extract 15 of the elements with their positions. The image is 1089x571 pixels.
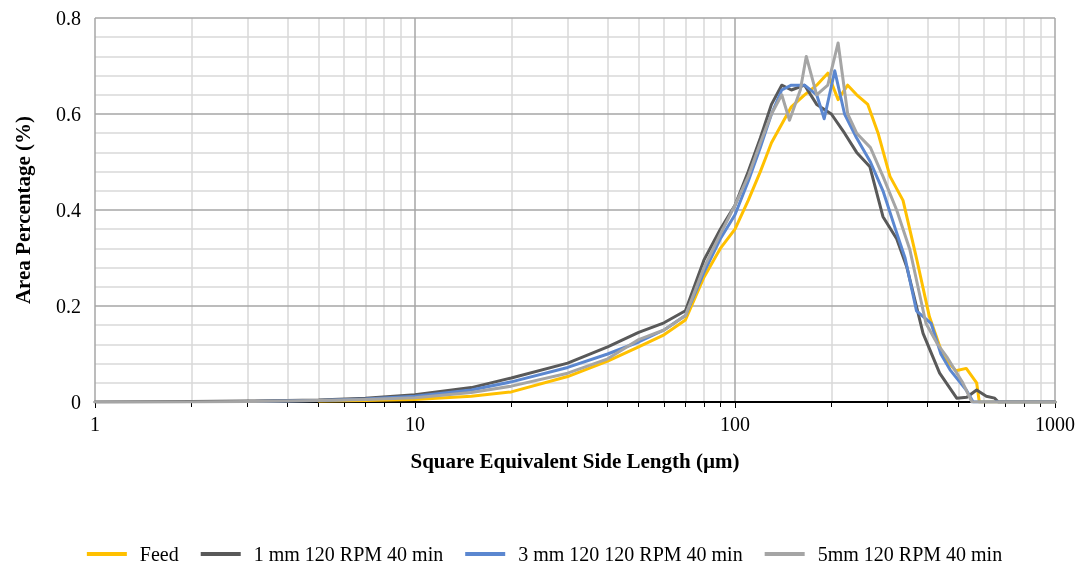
- x-tick-label: 100: [720, 413, 750, 435]
- legend-label: 5mm 120 RPM 40 min: [817, 543, 1003, 565]
- y-tick-label: 0.2: [56, 295, 81, 317]
- legend-label: 1 mm 120 RPM 40 min: [253, 543, 444, 565]
- y-tick-label: 0.6: [56, 103, 81, 125]
- legend-label: 3 mm 120 120 RPM 40 min: [518, 543, 743, 565]
- legend-label: Feed: [139, 543, 179, 565]
- y-axis-title: Area Percentage (%): [10, 115, 35, 305]
- x-axis-title: Square Equivalent Side Length (µm): [410, 448, 740, 473]
- y-tick-label: 0.8: [56, 7, 81, 29]
- x-tick-label: 10: [405, 413, 425, 435]
- y-tick-label: 0: [71, 391, 81, 413]
- x-tick-label: 1: [90, 413, 100, 435]
- x-tick-label: 1000: [1035, 413, 1075, 435]
- y-tick-label: 0.4: [56, 199, 81, 221]
